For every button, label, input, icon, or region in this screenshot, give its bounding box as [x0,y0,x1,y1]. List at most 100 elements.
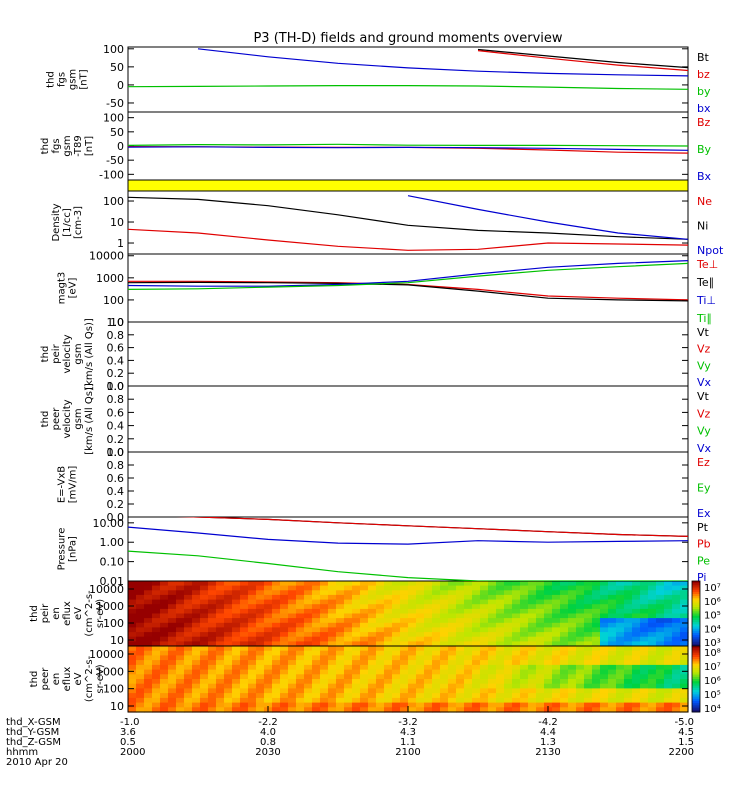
spectrogram-cell [504,697,513,704]
series-line-bz [477,50,688,72]
spectrogram-cell [240,664,249,671]
spectrogram-cell [512,618,521,624]
spectrogram-cell [664,599,673,605]
spectrogram-cell [584,590,593,596]
legend-label: Pb [697,538,711,551]
spectrogram-cell [464,641,473,647]
spectrogram-cell [544,688,553,694]
spectrogram-cell [672,650,681,656]
spectrogram-cell [552,581,561,587]
spectrogram-cell [680,641,689,647]
spectrogram-cell [560,604,569,610]
spectrogram-cell [168,646,177,652]
spectrogram-cell [176,613,185,619]
spectrogram-cell [256,613,265,619]
spectrogram-cell [232,674,241,680]
spectrogram-cell [512,636,521,642]
spectrogram-cell [424,707,433,713]
spectrogram-cell [544,608,553,615]
spectrogram-cell [320,683,329,689]
spectrogram-cell [280,636,289,642]
spectrogram-cell [384,636,393,642]
spectrogram-cell [456,683,465,689]
spectrogram-cell [392,697,401,704]
colorbar-step [692,650,700,654]
spectrogram-cell [360,618,369,624]
spectrogram-cell [656,581,665,587]
spectrogram-cell [240,655,249,661]
spectrogram-cell [440,585,449,591]
spectrogram-cell [464,581,473,587]
spectrogram-cell [216,622,225,628]
spectrogram-cell [280,650,289,656]
spectrogram-cell [224,679,233,685]
spectrogram-cell [320,646,329,652]
spectrogram-cell [184,650,193,656]
spectrogram-cell [472,697,481,704]
spectrogram-cell [648,650,657,656]
spectrogram-cell [288,608,297,615]
x-tick-value: 2100 [395,747,420,758]
spectrogram-cell [128,650,137,656]
spectrogram-cell [600,627,609,633]
spectrogram-cell [496,688,505,694]
spectrogram-cell [536,613,545,619]
spectrogram-cell [344,693,353,699]
spectrogram-cell [664,608,673,615]
spectrogram-cell [328,590,337,596]
spectrogram-cell [232,655,241,661]
spectrogram-cell [392,664,401,671]
spectrogram-cell [448,641,457,647]
spectrogram-cell [296,590,305,596]
spectrogram-cell [616,650,625,656]
spectrogram-cell [648,679,657,685]
spectrogram-cell [464,693,473,699]
spectrogram-cell [560,581,569,587]
spectrogram-cell [224,664,233,671]
spectrogram-cell [136,622,145,628]
panel-frame [127,516,689,582]
spectrogram-cell [208,627,217,633]
spectrogram-cell [424,594,433,601]
spectrogram-cell [512,632,521,638]
spectrogram-cell [432,632,441,638]
spectrogram-cell [304,683,313,689]
spectrogram-cell [624,618,633,624]
spectrogram-cell [616,693,625,699]
spectrogram-cell [160,604,169,610]
spectrogram-cell [552,590,561,596]
spectrogram-cell [448,707,457,713]
y-tick-label: 10000 [89,648,124,661]
spectrogram-cell [624,679,633,685]
spectrogram-cell [592,618,601,624]
colorbar-label: 10⁶ [704,676,721,687]
colorbar-step [692,654,700,658]
spectrogram-cell [368,599,377,605]
colorbar-step [692,633,700,636]
spectrogram-cell [568,655,577,661]
spectrogram-cell [408,581,417,587]
spectrogram-cell [152,585,161,591]
spectrogram-cell [256,664,265,671]
spectrogram-cell [392,618,401,624]
spectrogram-cell [640,627,649,633]
spectrogram-cell [248,641,257,647]
spectrogram-cell [488,660,497,666]
spectrogram-cell [456,688,465,694]
spectrogram-cell [384,702,393,708]
spectrogram-cell [168,664,177,671]
spectrogram-cell [640,674,649,680]
spectrogram-cell [328,641,337,647]
spectrogram-cell [152,664,161,671]
spectrogram-cell [320,622,329,628]
spectrogram-cell [552,622,561,628]
spectrogram-cell [296,650,305,656]
spectrogram-cell [264,622,273,628]
spectrogram-cell [256,679,265,685]
spectrogram-cell [272,664,281,671]
y-axis-label: (cm^2-s- [84,655,95,702]
colorbar-step [692,668,700,671]
spectrogram-cell [664,613,673,619]
spectrogram-cell [416,697,425,704]
